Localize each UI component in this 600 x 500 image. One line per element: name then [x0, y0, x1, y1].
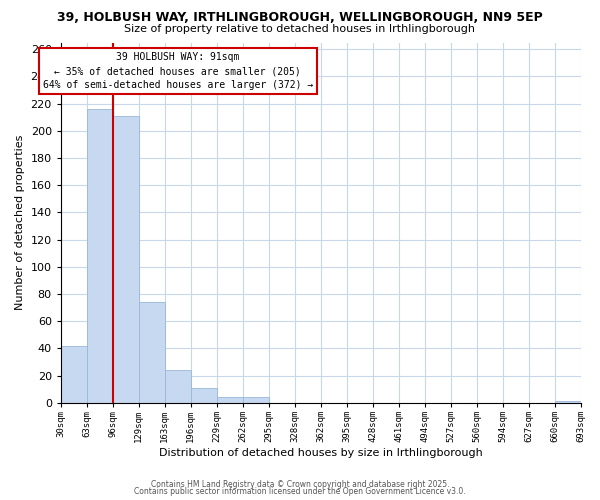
- Text: Size of property relative to detached houses in Irthlingborough: Size of property relative to detached ho…: [125, 24, 476, 34]
- Bar: [243, 398, 269, 403]
- Text: 39, HOLBUSH WAY, IRTHLINGBOROUGH, WELLINGBOROUGH, NN9 5EP: 39, HOLBUSH WAY, IRTHLINGBOROUGH, WELLIN…: [57, 11, 543, 24]
- Text: Contains public sector information licensed under the Open Government Licence v3: Contains public sector information licen…: [134, 488, 466, 496]
- Y-axis label: Number of detached properties: Number of detached properties: [15, 135, 25, 310]
- Bar: [139, 302, 165, 403]
- X-axis label: Distribution of detached houses by size in Irthlingborough: Distribution of detached houses by size …: [159, 448, 482, 458]
- Bar: [113, 116, 139, 403]
- Bar: [217, 398, 243, 403]
- Text: Contains HM Land Registry data © Crown copyright and database right 2025.: Contains HM Land Registry data © Crown c…: [151, 480, 449, 489]
- Bar: [61, 346, 87, 403]
- Bar: [87, 109, 113, 403]
- Bar: [191, 388, 217, 403]
- Bar: [165, 370, 191, 403]
- Bar: [554, 402, 581, 403]
- Text: 39 HOLBUSH WAY: 91sqm
← 35% of detached houses are smaller (205)
64% of semi-det: 39 HOLBUSH WAY: 91sqm ← 35% of detached …: [43, 52, 313, 90]
